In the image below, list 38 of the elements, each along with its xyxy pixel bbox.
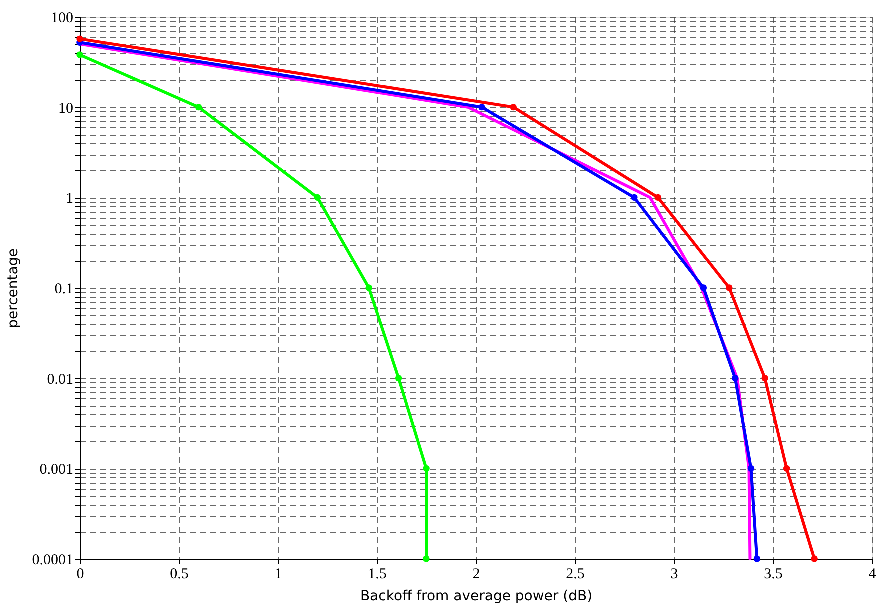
point [726, 284, 733, 292]
y-tick-label: 0.001 [40, 462, 74, 478]
point [478, 104, 486, 111]
x-tick-label: 3.5 [764, 566, 783, 582]
point [762, 374, 768, 382]
y-tick-label: 10 [58, 100, 74, 117]
y-tick-label: 0.0001 [32, 552, 74, 568]
point [748, 465, 755, 472]
x-tick-label: 0 [76, 566, 84, 582]
point [631, 194, 638, 202]
point [195, 104, 202, 111]
point [76, 52, 84, 58]
x-tick-label: 4 [868, 566, 877, 582]
point [811, 556, 818, 562]
point [395, 374, 402, 382]
point [784, 465, 790, 472]
x-tick-label: 1.5 [368, 566, 387, 582]
x-tick-label: 1 [274, 566, 282, 582]
point [510, 104, 517, 111]
x-tick-label: 3 [670, 566, 678, 582]
point [423, 465, 430, 472]
x-tick-label: 2.5 [566, 566, 585, 582]
point [76, 36, 84, 42]
point [700, 284, 708, 292]
point [423, 556, 430, 562]
y-tick-label: 100 [51, 10, 74, 26]
x-tick-label: 2 [472, 566, 480, 582]
point [314, 194, 321, 202]
point [654, 194, 662, 202]
y-tick-label: 0.01 [47, 372, 74, 388]
x-tick-label: 0.5 [170, 566, 189, 582]
point [732, 374, 739, 382]
point [366, 284, 372, 292]
x-axis-title: Backoff from average power (dB) [360, 588, 593, 604]
y-axis-title: percentage [5, 248, 22, 328]
point [754, 556, 761, 562]
y-tick-label: 0.1 [54, 282, 74, 298]
y-tick-label: 1 [66, 191, 74, 208]
